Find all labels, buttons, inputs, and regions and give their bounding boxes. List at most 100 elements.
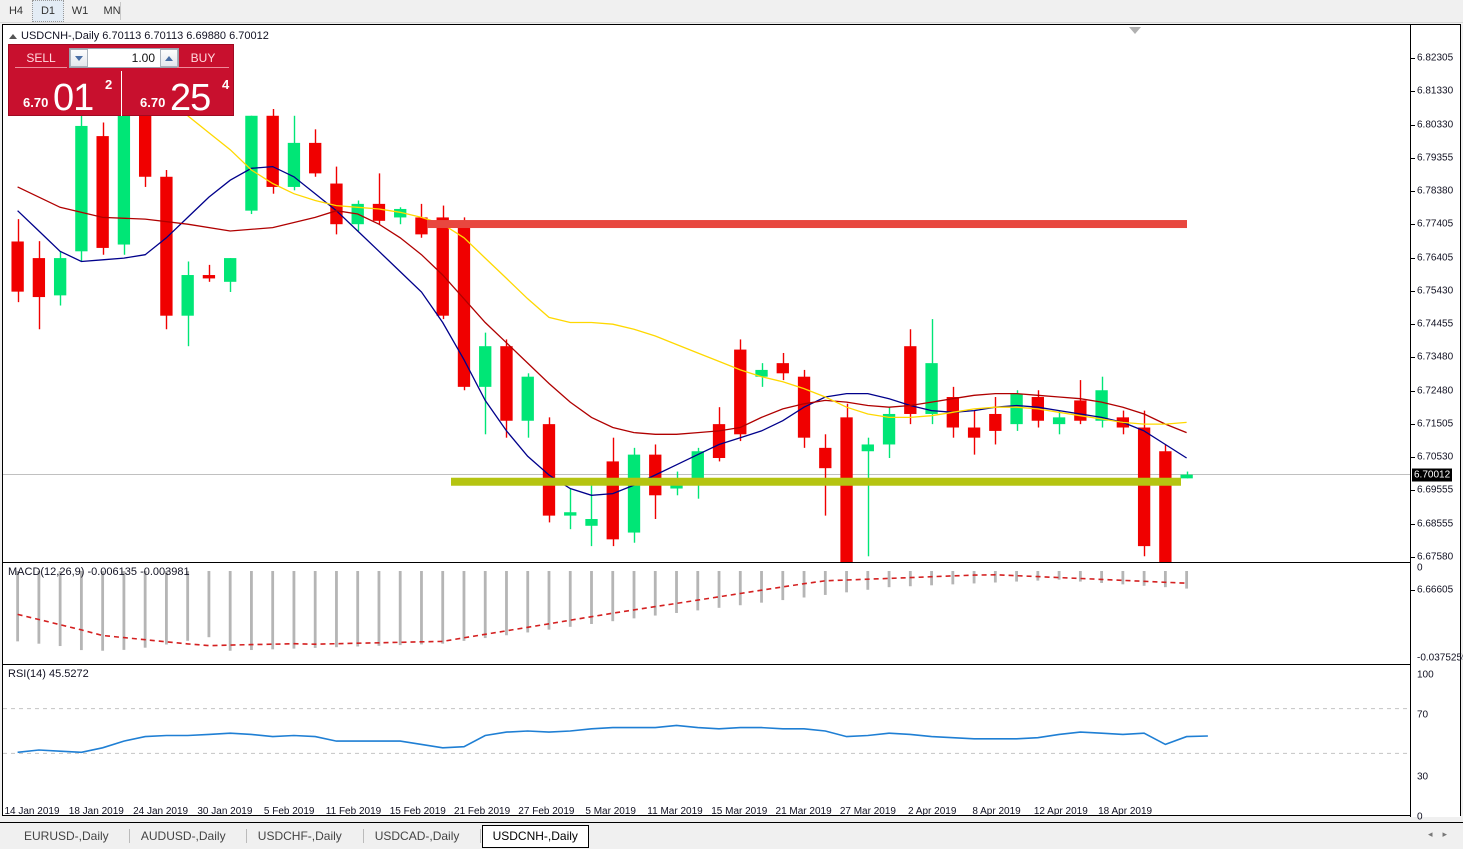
price-axis-label: 6.82305 xyxy=(1417,52,1454,64)
price-axis-label: 6.78380 xyxy=(1417,185,1454,197)
chart-header-text: USDCNH-,Daily 6.70113 6.70113 6.69880 6.… xyxy=(21,30,269,42)
volume-decrease-button[interactable] xyxy=(70,49,88,67)
volume-increase-button[interactable] xyxy=(160,49,178,67)
timeframe-d1[interactable]: D1 xyxy=(32,0,64,22)
price-axis-tick xyxy=(1411,324,1415,325)
chart-tab-usdchf[interactable]: USDCHF-,Daily xyxy=(257,829,342,843)
date-axis-label: 11 Feb 2019 xyxy=(325,806,382,817)
date-axis-label: 21 Feb 2019 xyxy=(454,806,511,817)
chart-shift-marker-icon[interactable] xyxy=(1129,27,1141,34)
date-axis-label: 14 Jan 2019 xyxy=(4,806,60,817)
date-axis-label: 18 Jan 2019 xyxy=(68,806,124,817)
price-axis-tick xyxy=(1411,490,1415,492)
price-axis-label: 6.70530 xyxy=(1417,451,1454,463)
timeframe-mn[interactable]: MN xyxy=(103,5,121,17)
date-axis-label: 12 Apr 2019 xyxy=(1033,806,1088,817)
macd-label: MACD(12,26,9) -0.006135 -0.003981 xyxy=(8,566,190,578)
chart-tab-audusd[interactable]: AUDUSD-,Daily xyxy=(140,829,226,843)
rsi-axis-label: 30 xyxy=(1417,771,1429,783)
macd-pane[interactable]: MACD(12,26,9) -0.006135 -0.003981 xyxy=(3,563,1412,663)
price-pane[interactable] xyxy=(3,25,1412,562)
trade-panel-top: SELL 1.00 BUY xyxy=(9,45,235,71)
price-axis-tick xyxy=(1411,257,1415,259)
timeframe-toolbar: H4 D1 W1 MN xyxy=(0,0,1463,23)
price-axis-tick xyxy=(1411,91,1415,93)
macd-axis-label: -0.0375259 xyxy=(1417,652,1463,664)
timeframe-w1[interactable]: W1 xyxy=(71,5,89,17)
sell-button-label[interactable]: SELL xyxy=(15,49,67,68)
price-axis-tick xyxy=(1411,290,1415,292)
price-axis-tick xyxy=(1411,423,1415,425)
price-axis-tick xyxy=(1411,457,1415,458)
price-axis[interactable]: 6.82305 6.81330 6.80330 6.79355 6.78380 6.774… xyxy=(1410,25,1463,823)
price-axis-tick xyxy=(1411,523,1415,525)
buy-button-label[interactable]: BUY xyxy=(177,49,229,68)
chart-tab-usdcnh[interactable]: USDCNH-,Daily xyxy=(481,825,589,848)
price-axis-tick xyxy=(1411,224,1415,226)
date-axis-label: 21 Mar 2019 xyxy=(775,806,832,817)
price-axis-label: 6.72480 xyxy=(1417,385,1454,397)
date-axis-label: 30 Jan 2019 xyxy=(197,806,253,817)
collapse-triangle-icon[interactable] xyxy=(9,33,17,39)
date-axis-label: 15 Feb 2019 xyxy=(389,806,446,817)
tab-divider xyxy=(128,829,130,843)
price-axis-label: 6.81330 xyxy=(1417,85,1454,97)
scroll-left-icon[interactable]: ◂ xyxy=(1427,829,1443,839)
price-axis-tick xyxy=(1411,357,1415,359)
volume-input-group[interactable]: 1.00 xyxy=(69,48,179,68)
date-axis-label: 5 Mar 2019 xyxy=(585,806,636,817)
price-axis-label: 6.75430 xyxy=(1417,285,1454,297)
tab-divider xyxy=(362,829,364,843)
buy-price-main: 25 xyxy=(170,77,211,116)
macd-axis-label: 0 xyxy=(1417,562,1423,574)
date-axis-label: 27 Feb 2019 xyxy=(518,806,575,817)
timeframe-group: H4 D1 W1 MN xyxy=(0,0,128,22)
price-axis-label: 6.67580 xyxy=(1417,551,1454,563)
date-axis-label: 5 Feb 2019 xyxy=(263,806,315,817)
sell-price-fraction: 2 xyxy=(105,77,113,92)
price-axis-label: 6.74455 xyxy=(1417,318,1454,330)
date-axis-label: 11 Mar 2019 xyxy=(647,806,703,817)
volume-input[interactable]: 1.00 xyxy=(131,51,155,65)
tab-divider xyxy=(245,829,247,843)
current-price-label: 6.70012 xyxy=(1412,468,1453,482)
chart-tab-usdcad[interactable]: USDCAD-,Daily xyxy=(374,829,460,843)
date-axis-label: 8 Apr 2019 xyxy=(972,806,1021,817)
sell-price-main: 01 xyxy=(53,77,94,116)
chart-header: USDCNH-,Daily 6.70113 6.70113 6.69880 6.… xyxy=(9,30,269,42)
price-axis-label: 6.76405 xyxy=(1417,252,1454,264)
rsi-label: RSI(14) 45.5272 xyxy=(8,668,89,680)
price-axis-label: 6.71505 xyxy=(1417,418,1454,430)
chart-window: MACD(12,26,9) -0.006135 -0.003981 RSI(14… xyxy=(2,24,1463,823)
chevron-up-icon xyxy=(165,55,173,61)
price-axis-tick xyxy=(1411,124,1415,126)
price-axis-tick xyxy=(1411,191,1415,192)
rsi-axis-label: 70 xyxy=(1417,709,1429,721)
sell-price-button[interactable]: 6.70 01 2 xyxy=(9,71,122,116)
chevron-down-icon xyxy=(75,55,83,61)
price-axis-label: 6.77405 xyxy=(1417,218,1454,230)
scroll-right-icon[interactable]: ▸ xyxy=(1442,829,1457,839)
price-axis-label: 6.79355 xyxy=(1417,152,1454,164)
chart-tab-eurusd[interactable]: EURUSD-,Daily xyxy=(24,829,109,843)
date-axis-label: 15 Mar 2019 xyxy=(711,806,768,817)
rsi-axis-label: 0 xyxy=(1417,811,1423,823)
rsi-pane[interactable]: RSI(14) 45.5272 xyxy=(3,665,1412,790)
one-click-trading-panel[interactable]: SELL 1.00 BUY 6.70 01 2 6.70 25 4 xyxy=(8,44,234,116)
rsi-chart-canvas xyxy=(3,708,1412,754)
macd-chart-canvas xyxy=(16,571,1189,651)
date-axis[interactable]: 14 Jan 2019 18 Jan 2019 24 Jan 2019 30 Jan … xyxy=(2,806,1461,822)
date-axis-label: 27 Mar 2019 xyxy=(839,806,896,817)
price-axis-tick xyxy=(1411,590,1415,591)
chart-tab-bar: ◂▸ EURUSD-,Daily AUDUSD-,Daily USDCHF-,Dai… xyxy=(0,822,1463,849)
buy-price-button[interactable]: 6.70 25 4 xyxy=(122,71,234,116)
price-chart-canvas[interactable] xyxy=(3,25,1412,562)
tab-divider xyxy=(479,829,481,843)
date-axis-label: 2 Apr 2019 xyxy=(908,806,957,817)
timeframe-h4[interactable]: H4 xyxy=(8,5,24,17)
tab-scroll-arrows[interactable]: ◂▸ xyxy=(1428,829,1457,840)
price-axis-tick xyxy=(1411,157,1415,159)
price-axis-label: 6.69555 xyxy=(1417,484,1454,496)
toolbar-divider xyxy=(120,2,121,20)
price-axis-label: 6.73480 xyxy=(1417,351,1454,363)
